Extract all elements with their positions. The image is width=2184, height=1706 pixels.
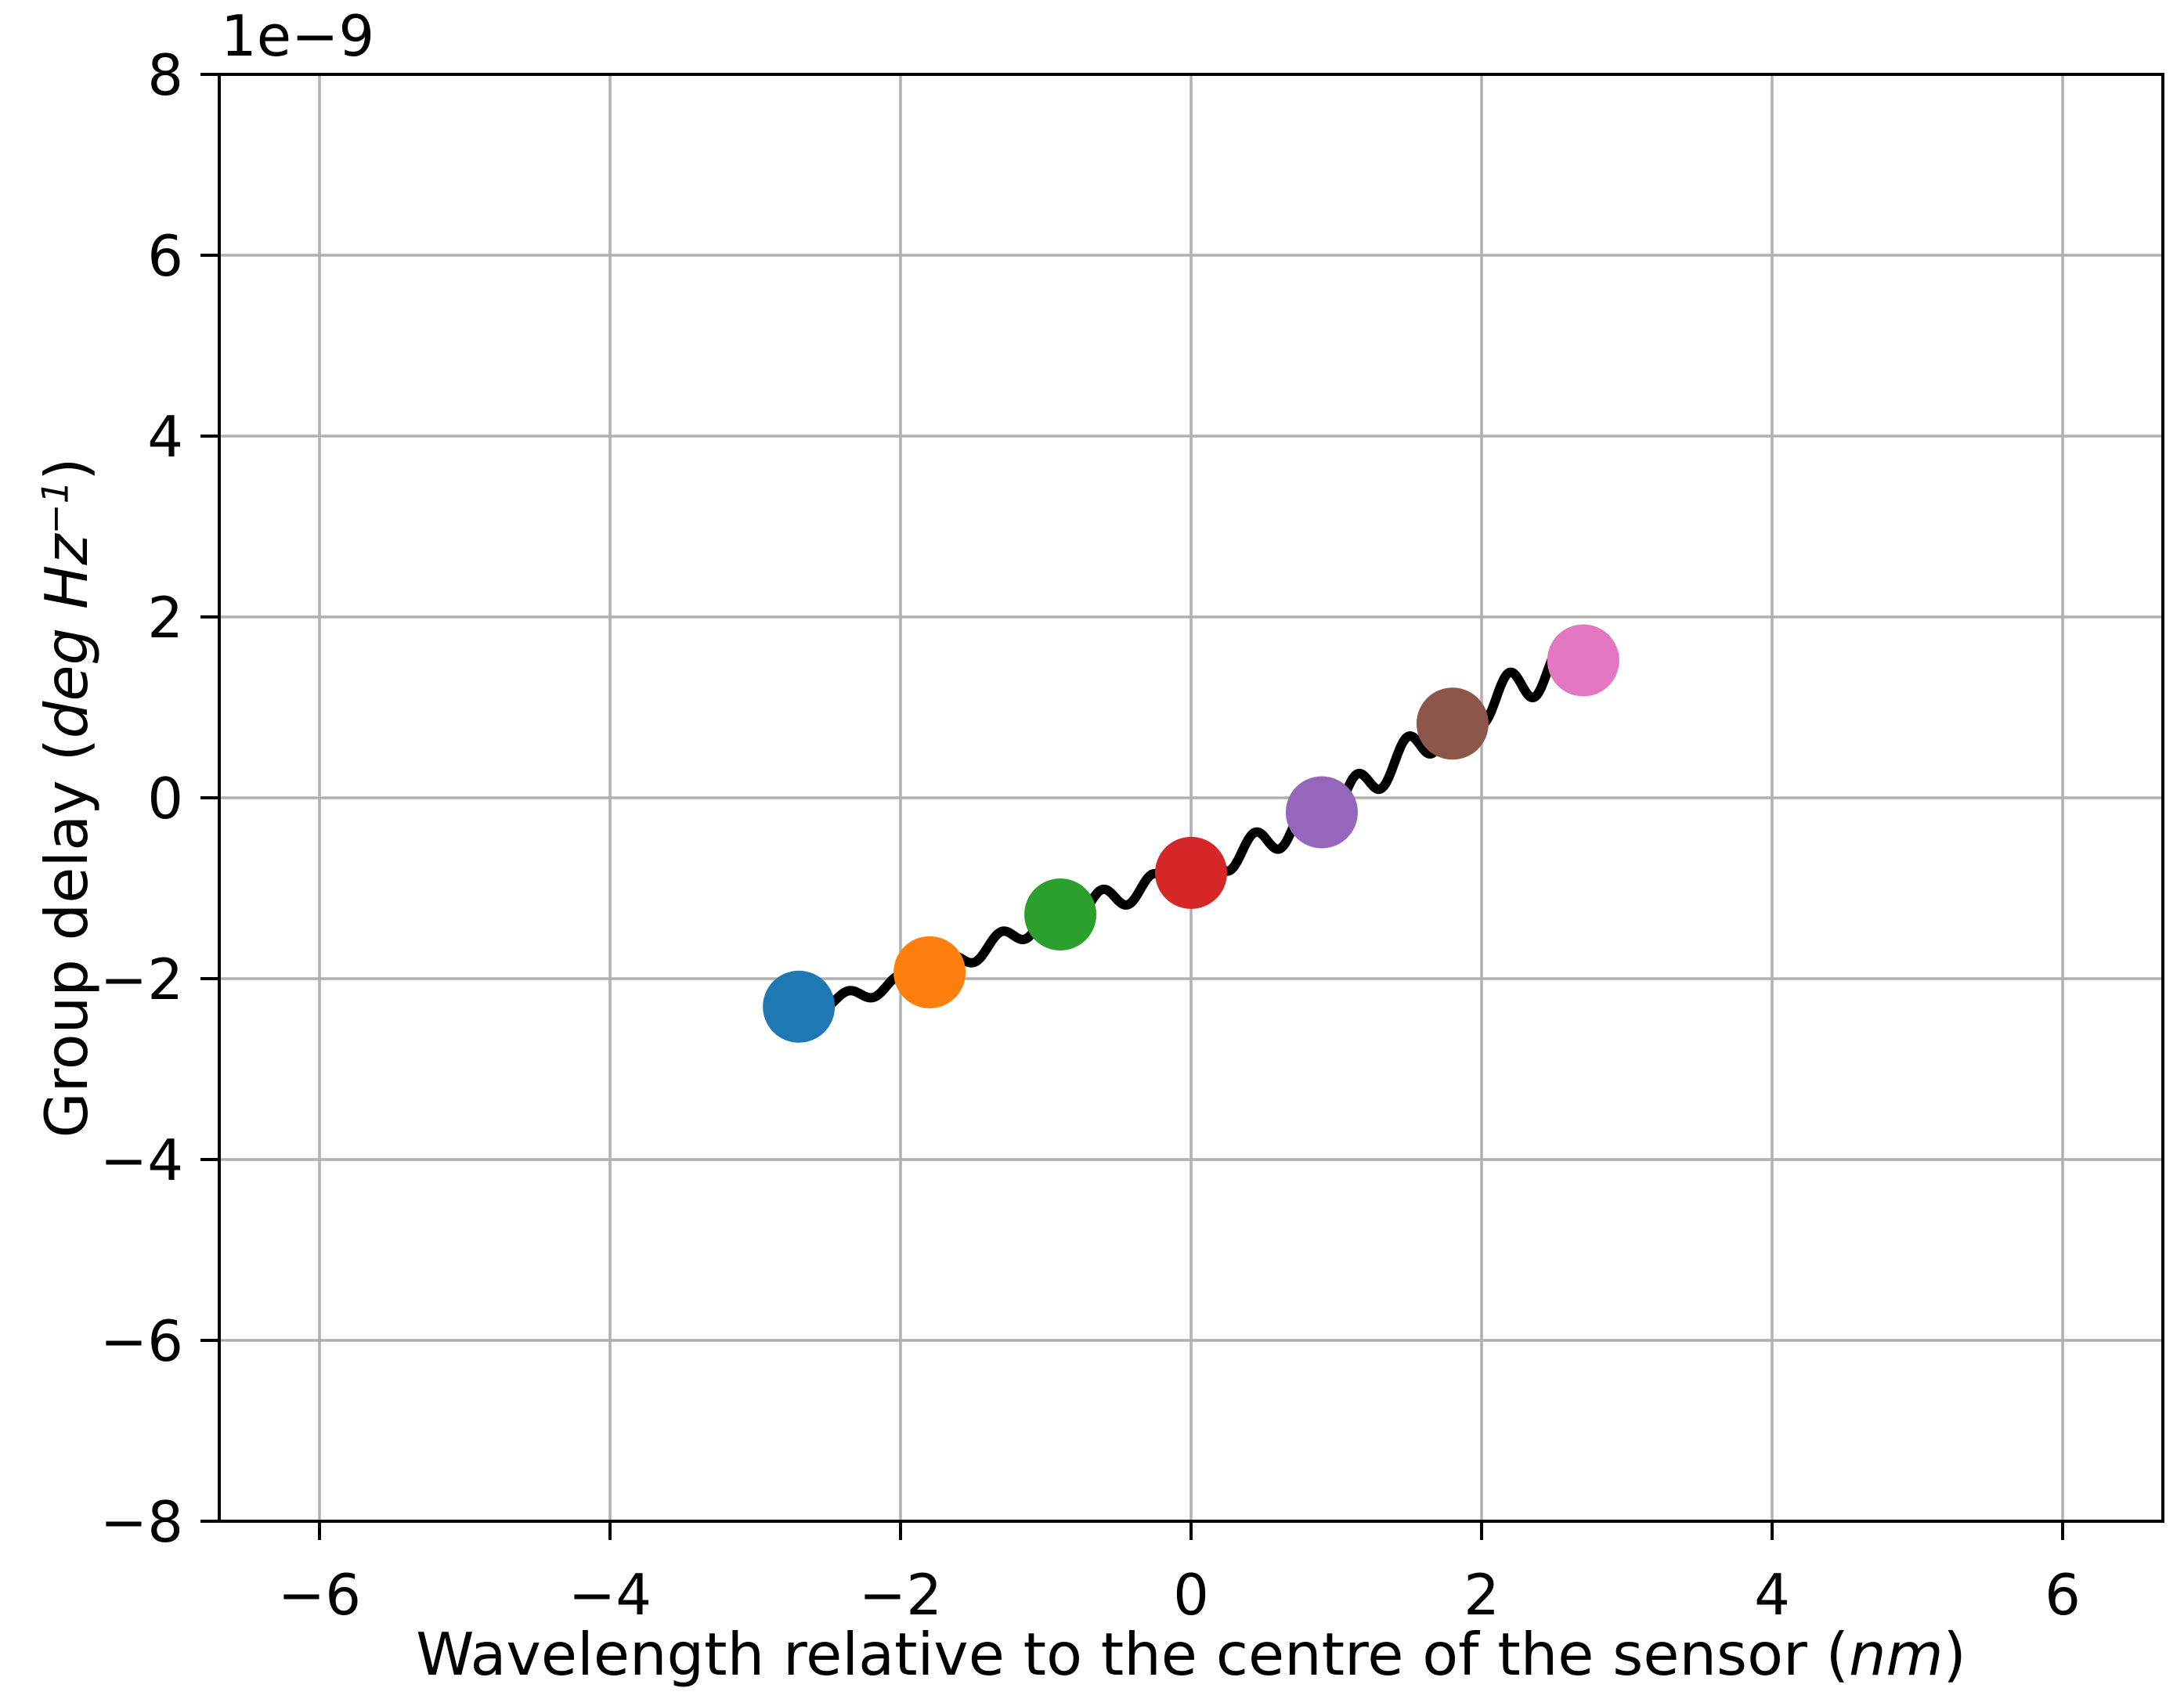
x-tick-label: 6 [2045, 1562, 2081, 1628]
y-tick-label: −4 [100, 1127, 183, 1193]
x-axis-label-text: Wavelength relative to the centre of the… [416, 1620, 1849, 1689]
x-axis-label: Wavelength relative to the centre of the… [219, 1622, 2163, 1687]
y-tick-label: 6 [147, 223, 183, 289]
y-tick-label: −2 [100, 947, 183, 1012]
data-point-orange [893, 936, 966, 1008]
y-axis-label: Group delay (deg Hz−1) [31, 457, 101, 1138]
y-axis-label-close: ) [31, 457, 101, 481]
y-axis-label-exponent: −1 [34, 480, 77, 535]
x-axis-label-unit: nm [1848, 1620, 1944, 1689]
data-point-pink [1547, 624, 1619, 697]
x-tick-label: 2 [1464, 1562, 1500, 1628]
x-tick-label: −4 [569, 1562, 652, 1628]
y-tick-label: 2 [147, 585, 183, 651]
y-tick-label: 8 [147, 42, 183, 108]
y-tick-label: −8 [100, 1489, 183, 1555]
x-tick-label: 4 [1754, 1562, 1790, 1628]
data-point-red [1155, 836, 1227, 909]
x-axis-label-close: ) [1943, 1620, 1966, 1689]
data-point-purple [1285, 776, 1358, 849]
y-axis-label-unit: deg Hz [31, 534, 101, 739]
y-axis-label-text: Group delay ( [31, 738, 101, 1138]
y-tick-label: −6 [100, 1308, 183, 1374]
data-point-blue [763, 970, 836, 1043]
data-point-brown [1416, 687, 1489, 760]
y-tick-label: 0 [147, 766, 183, 831]
x-tick-label: −6 [278, 1562, 361, 1628]
y-tick-label: 4 [147, 404, 183, 470]
y-axis-offset-text: 1e−9 [221, 3, 375, 69]
x-tick-label: −2 [859, 1562, 942, 1628]
x-tick-label: 0 [1173, 1562, 1209, 1628]
data-point-green [1024, 878, 1097, 950]
